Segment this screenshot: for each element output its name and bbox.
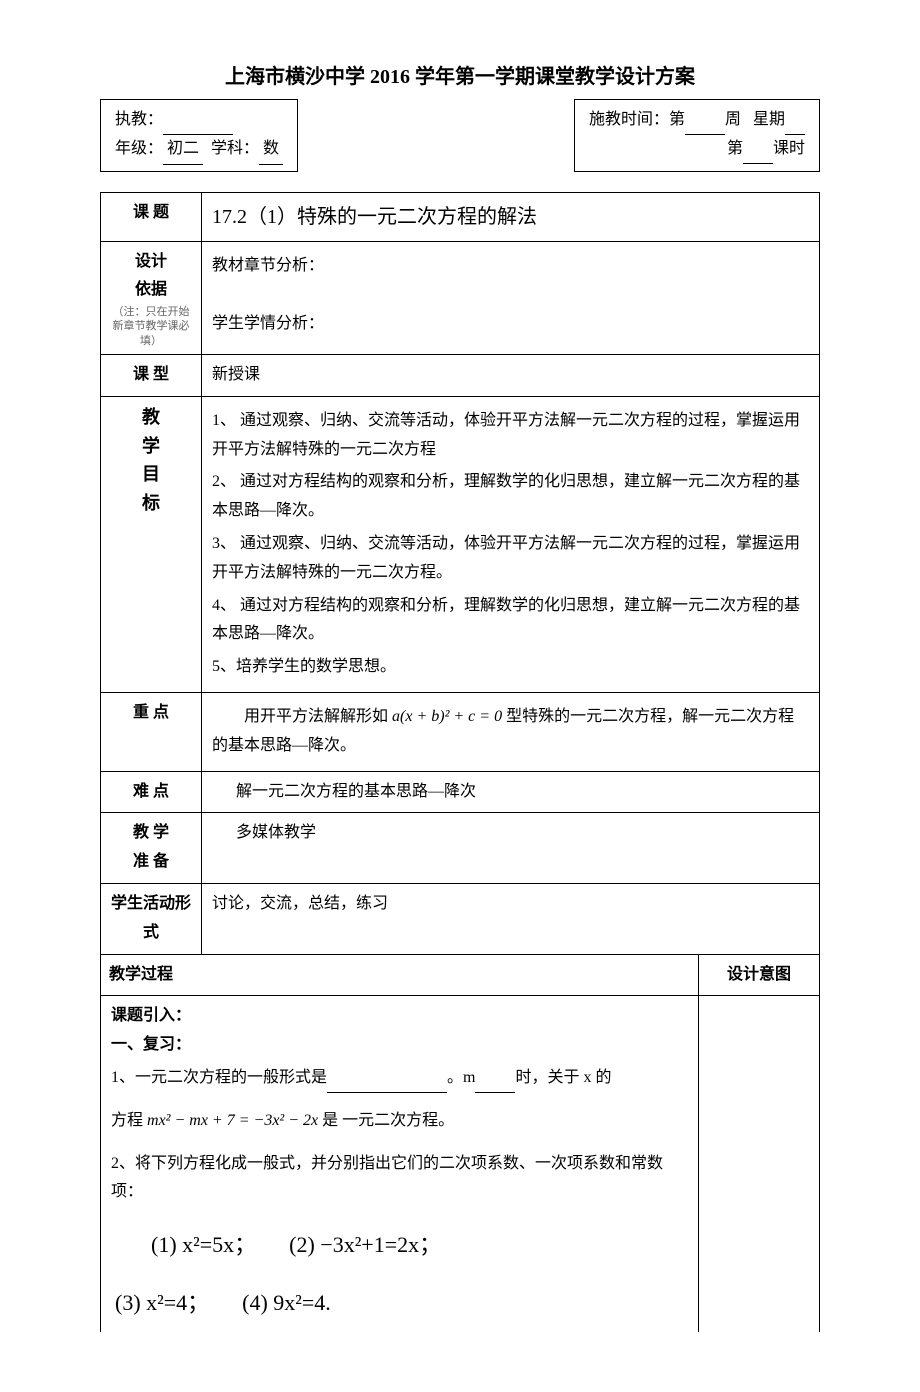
period-blank [743, 147, 773, 164]
review-heading: 一、复习： [111, 1031, 688, 1060]
keypoint-line: 用开平方法解解形如 a(x + b)² + c = 0 型特殊的一元二次方程，解… [212, 703, 809, 761]
period-line: 第 课时 [589, 135, 805, 164]
review-q1-line2-prefix: 方程 [111, 1112, 147, 1129]
keypoint-formula: a(x + b)² + c = 0 [392, 708, 502, 725]
teacher-blank [163, 118, 233, 135]
problems-row1: (1) x²=5x； (2) −3x²+1=2x； [111, 1225, 688, 1265]
difficulty-label: 难 点 [101, 771, 202, 813]
lesson-plan-table: 课 题 17.2（1）特殊的一元二次方程的解法 设计 依据 （注：只在开始新章节… [100, 192, 820, 1333]
keypoint-prefix: 用开平方法解解形如 [244, 708, 392, 725]
grade-label: 年级： [115, 140, 163, 157]
goal-content: 1、 通过观察、归纳、交流等活动，体验开平方法解一元二次方程的过程，掌握运用开平… [202, 396, 820, 692]
review-q1-prefix: 1、一元二次方程的一般形式是 [111, 1069, 327, 1086]
subject-value: 数 [259, 135, 283, 165]
goal-3: 3、 通过观察、归纳、交流等活动，体验开平方法解一元二次方程的过程，掌握运用开平… [212, 530, 809, 588]
difficulty-value: 解一元二次方程的基本思路—降次 [202, 771, 820, 813]
review-q1-line2: 方程 mx² − mx + 7 = −3x² − 2x 是 一元二次方程。 [111, 1107, 688, 1136]
process-header-row: 教学过程 设计意图 [101, 954, 820, 996]
intent-content [699, 996, 820, 1332]
review-q1-suffix: 时，关于 x 的 [515, 1069, 611, 1086]
review-q1-line2-suffix: 是 一元二次方程。 [318, 1112, 454, 1129]
prep-row: 教 学 准 备 多媒体教学 [101, 813, 820, 884]
basis-row: 设计 依据 （注：只在开始新章节教学课必填） 教材章节分析： 学生学情分析： [101, 241, 820, 354]
goal-row: 教 学 目 标 1、 通过观察、归纳、交流等活动，体验开平方法解一元二次方程的过… [101, 396, 820, 692]
subject-label: 学科： [211, 140, 259, 157]
goal-2: 2、 通过对方程结构的观察和分析，理解数学的化归思想，建立解一元二次方程的基本思… [212, 468, 809, 526]
activity-label: 学生活动形式 [101, 884, 202, 955]
topic-value: 17.2（1）特殊的一元二次方程的解法 [202, 192, 820, 241]
period-prefix: 第 [727, 140, 743, 157]
goal-5: 5、培养学生的数学思想。 [212, 653, 809, 682]
difficulty-row: 难 点 解一元二次方程的基本思路—降次 [101, 771, 820, 813]
goal-4: 4、 通过对方程结构的观察和分析，理解数学的化归思想，建立解一元二次方程的基本思… [212, 592, 809, 650]
grade-line: 年级：初二 学科：数 [115, 135, 283, 165]
page-title: 上海市横沙中学 2016 学年第一学期课堂教学设计方案 [100, 60, 820, 89]
keypoint-row: 重 点 用开平方法解解形如 a(x + b)² + c = 0 型特殊的一元二次… [101, 693, 820, 772]
period-suffix: 课时 [773, 140, 805, 157]
process-content-row: 课题引入： 一、复习： 1、一元二次方程的一般形式是 。m 时，关于 x 的 方程 … [101, 996, 820, 1332]
weekday-blank [785, 118, 805, 135]
intro-heading: 课题引入： [111, 1002, 688, 1031]
teacher-line: 执教： [115, 106, 283, 135]
week-suffix: 周 [725, 111, 741, 128]
time-label: 施教时间：第 [589, 111, 685, 128]
prep-label: 教 学 准 备 [101, 813, 202, 884]
header-left-box: 执教： 年级：初二 学科：数 [100, 99, 298, 172]
topic-label: 课 题 [101, 192, 202, 241]
weekday-label: 星期 [753, 111, 785, 128]
type-row: 课 型 新授课 [101, 355, 820, 397]
time-line: 施教时间：第 周 星期 [589, 106, 805, 135]
review-q1: 1、一元二次方程的一般形式是 。m 时，关于 x 的 [111, 1064, 688, 1093]
keypoint-content: 用开平方法解解形如 a(x + b)² + c = 0 型特殊的一元二次方程，解… [202, 693, 820, 772]
basis-content: 教材章节分析： 学生学情分析： [202, 241, 820, 354]
week-blank [685, 118, 725, 135]
intent-label: 设计意图 [699, 954, 820, 996]
basis-label-note: （注：只在开始新章节教学课必填） [111, 305, 191, 348]
type-value: 新授课 [202, 355, 820, 397]
activity-row: 学生活动形式 讨论，交流，总结，练习 [101, 884, 820, 955]
process-content: 课题引入： 一、复习： 1、一元二次方程的一般形式是 。m 时，关于 x 的 方程 … [101, 996, 699, 1332]
basis-label-cell: 设计 依据 （注：只在开始新章节教学课必填） [101, 241, 202, 354]
header-row: 执教： 年级：初二 学科：数 施教时间：第 周 星期 第 课时 [100, 99, 820, 172]
activity-value: 讨论，交流，总结，练习 [202, 884, 820, 955]
q1-blank2 [475, 1076, 515, 1093]
prep-value: 多媒体教学 [202, 813, 820, 884]
review-q2: 2、将下列方程化成一般式，并分别指出它们的二次项系数、一次项系数和常数项： [111, 1150, 688, 1208]
basis-label-main: 设计 依据 [135, 253, 167, 299]
basis-content-1: 教材章节分析： [212, 252, 809, 281]
grade-value: 初二 [163, 135, 203, 165]
topic-row: 课 题 17.2（1）特殊的一元二次方程的解法 [101, 192, 820, 241]
basis-content-2: 学生学情分析： [212, 310, 809, 339]
problems-row2: (3) x²=4； (4) 9x²=4. [111, 1283, 688, 1323]
type-label: 课 型 [101, 355, 202, 397]
goal-label: 教 学 目 标 [101, 396, 202, 692]
review-q1-mid: 。m [447, 1069, 475, 1086]
review-q1-formula: mx² − mx + 7 = −3x² − 2x [147, 1112, 318, 1129]
keypoint-label: 重 点 [101, 693, 202, 772]
goal-1: 1、 通过观察、归纳、交流等活动，体验开平方法解一元二次方程的过程，掌握运用开平… [212, 407, 809, 465]
teacher-label: 执教： [115, 111, 163, 128]
goal-label-text: 教 学 目 标 [111, 403, 191, 518]
header-right-box: 施教时间：第 周 星期 第 课时 [574, 99, 820, 172]
process-label: 教学过程 [101, 954, 699, 996]
q1-blank1 [327, 1076, 447, 1093]
